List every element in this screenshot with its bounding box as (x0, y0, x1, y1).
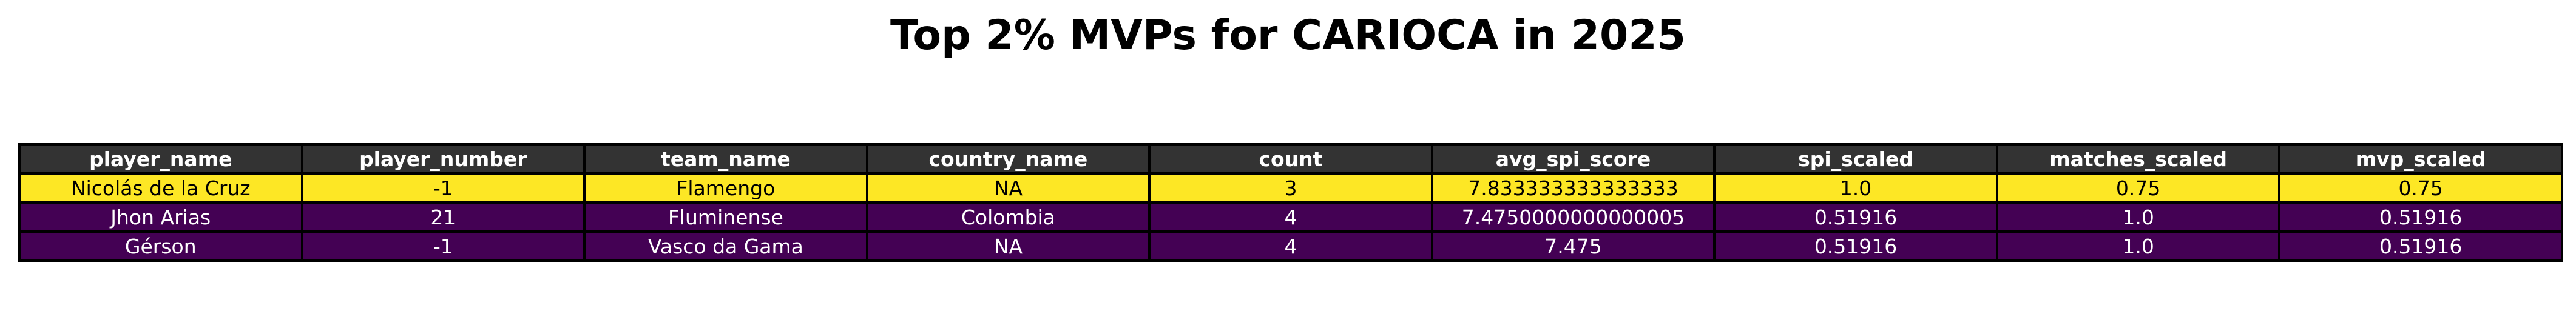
table-cell-spi-scaled: 0.51916 (1713, 201, 1998, 233)
column-header-mvp-scaled: mvp_scaled (2278, 143, 2563, 175)
table-cell-avg-spi-score: 7.4750000000000005 (1430, 201, 1716, 233)
column-header-matches-scaled: matches_scaled (1995, 143, 2281, 175)
table-cell-mvp-scaled: 0.51916 (2278, 230, 2563, 262)
mvp-table-container: player_name player_number team_name country… (18, 143, 2563, 262)
table-cell-matches-scaled: 0.75 (1995, 172, 2281, 204)
mvp-table: player_name player_number team_name country… (18, 143, 2563, 262)
column-header-player-name: player_name (18, 143, 303, 175)
table-cell-player-name: Jhon Arias (18, 201, 303, 233)
table-cell-country-name: NA (865, 172, 1151, 204)
table-cell-player-number: -1 (300, 230, 586, 262)
table-cell-country-name: Colombia (865, 201, 1151, 233)
table-cell-avg-spi-score: 7.833333333333333 (1430, 172, 1716, 204)
table-cell-country-name: NA (865, 230, 1151, 262)
table-cell-avg-spi-score: 7.475 (1430, 230, 1716, 262)
table-cell-spi-scaled: 1.0 (1713, 172, 1998, 204)
table-cell-player-name: Nicolás de la Cruz (18, 172, 303, 204)
column-header-country-name: country_name (865, 143, 1151, 175)
table-cell-matches-scaled: 1.0 (1995, 230, 2281, 262)
table-cell-player-name: Gérson (18, 230, 303, 262)
table-row: Jhon Arias 21 Fluminense Colombia 4 7.4750000… (18, 201, 2563, 233)
table-cell-matches-scaled: 1.0 (1995, 201, 2281, 233)
table-cell-player-number: 21 (300, 201, 586, 233)
column-header-spi-scaled: spi_scaled (1713, 143, 1998, 175)
table-body: Nicolás de la Cruz -1 Flamengo NA 3 7.8333333… (18, 172, 2563, 262)
table-row: Nicolás de la Cruz -1 Flamengo NA 3 7.8333333… (18, 172, 2563, 204)
table-cell-team-name: Vasco da Gama (583, 230, 868, 262)
column-header-count: count (1148, 143, 1433, 175)
column-header-avg-spi-score: avg_spi_score (1430, 143, 1716, 175)
column-header-player-number: player_number (300, 143, 586, 175)
table-cell-team-name: Fluminense (583, 201, 868, 233)
table-cell-team-name: Flamengo (583, 172, 868, 204)
chart-title: Top 2% MVPs for CARIOCA in 2025 (890, 12, 1686, 59)
table-cell-count: 4 (1148, 230, 1433, 262)
table-cell-count: 3 (1148, 172, 1433, 204)
table-row: Gérson -1 Vasco da Gama NA 4 7.475 0.51916 1.0 0… (18, 230, 2563, 262)
column-header-team-name: team_name (583, 143, 868, 175)
table-header-row: player_name player_number team_name country… (18, 143, 2563, 175)
table-cell-mvp-scaled: 0.51916 (2278, 201, 2563, 233)
table-cell-mvp-scaled: 0.75 (2278, 172, 2563, 204)
table-cell-count: 4 (1148, 201, 1433, 233)
table-cell-player-number: -1 (300, 172, 586, 204)
table-cell-spi-scaled: 0.51916 (1713, 230, 1998, 262)
